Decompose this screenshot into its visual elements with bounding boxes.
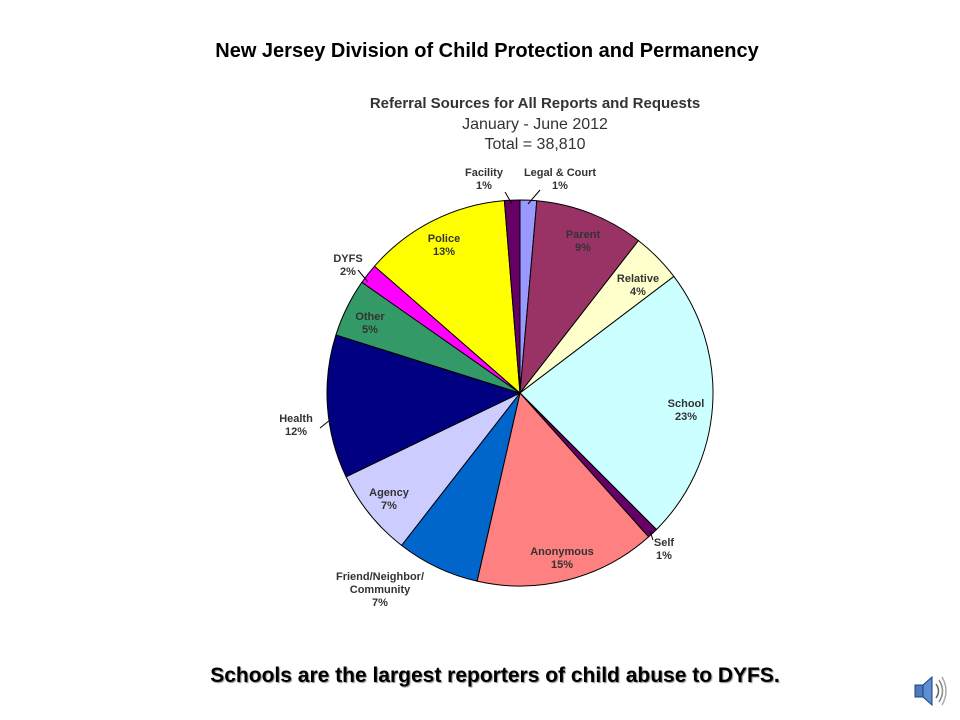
pie-slice-facility [503,199,521,394]
footer-caption: Schools are the largest reporters of chi… [210,664,780,687]
slice-label: Legal & Court 1% [524,167,596,192]
chart-subtitle: January - June 2012 [462,116,608,133]
pie-slice-health [326,334,522,478]
slice-label: Anonymous 15% [530,546,594,571]
slice-label: Health 12% [279,413,313,438]
slice-label: Police 13% [428,233,460,258]
leader-line [527,189,541,205]
speaker-icon[interactable] [912,673,948,709]
slice-label: DYFS 2% [333,253,362,278]
leader-line [649,530,654,541]
leader-line [319,419,331,429]
pie-slice-anonymous [476,391,650,587]
pie-slice-parent [519,200,640,395]
slice-label: Facility 1% [465,167,504,192]
leader-line [504,191,513,205]
slice-label: School 23% [668,398,705,423]
leader-line [357,269,369,283]
slice-label: Agency 7% [369,487,410,512]
chart-total: Total = 38,810 [484,136,586,153]
slice-label: Other 5% [355,311,385,336]
page-title: New Jersey Division of Child Protection … [215,40,759,62]
slice-label: Relative 4% [617,273,659,298]
pie-slice-school [519,275,714,531]
slice-label: Parent 9% [566,229,601,254]
pie-slice-police [373,200,521,395]
slice-label: Self 1% [654,537,675,562]
slice-label: Friend/Neighbor/Community 7% [336,571,424,609]
chart-title: Referral Sources for All Reports and Req… [369,95,701,112]
